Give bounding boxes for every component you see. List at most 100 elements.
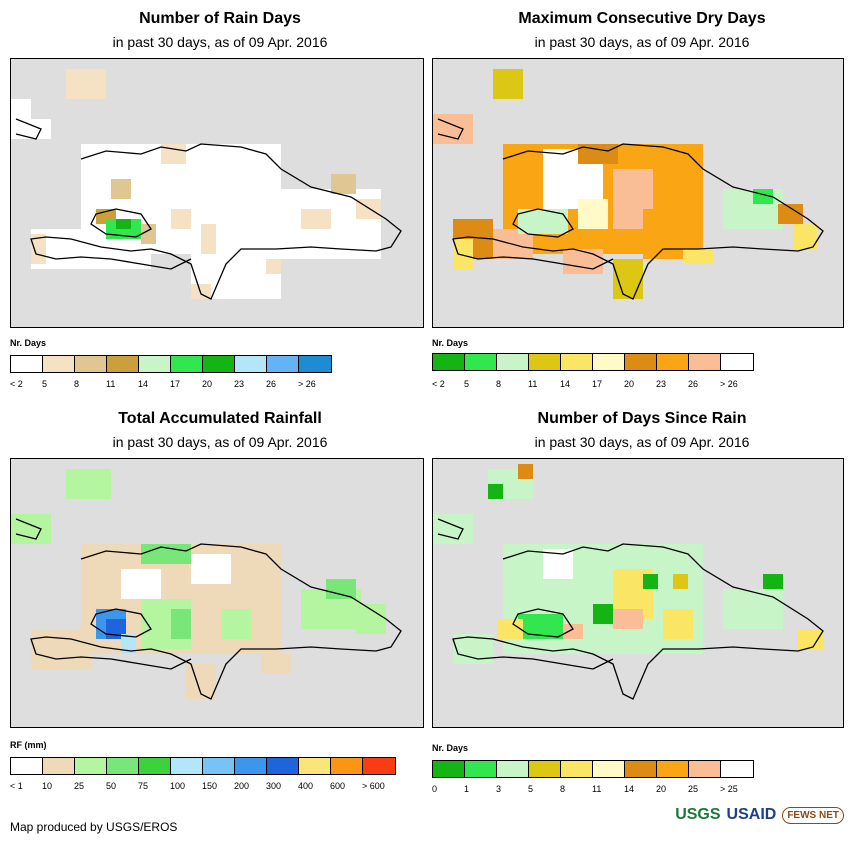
map-rainfall	[10, 458, 424, 728]
legend-swatch	[43, 758, 75, 774]
legend-swatch	[433, 761, 465, 777]
legend-swatch	[657, 761, 689, 777]
legend-swatch	[625, 761, 657, 777]
legend-label: 26	[266, 379, 277, 389]
legend-swatch	[465, 354, 497, 370]
legend-swatch	[721, 354, 753, 370]
legend-swatches	[432, 760, 754, 778]
legend-label: 10	[42, 781, 53, 791]
legend-swatches	[10, 757, 396, 775]
legend-label: 11	[106, 379, 116, 389]
legend-labels: < 1 10 25 50 75 100 150 200 300 400 600 > 600	[10, 781, 394, 791]
legend-label: 17	[592, 379, 603, 389]
legend-swatch	[139, 758, 171, 774]
legend-label: 23	[234, 379, 245, 389]
legend-title: Nr. Days	[432, 338, 469, 348]
legend-swatch	[721, 761, 753, 777]
map-grid	[433, 69, 818, 299]
legend-swatch	[171, 356, 203, 372]
legend-label: 600	[330, 781, 346, 791]
panel-subtitle: in past 30 days, as of 09 Apr. 2016	[534, 434, 750, 450]
legend-label: 5	[464, 379, 470, 389]
legend-swatches	[10, 355, 332, 373]
map-grid	[11, 69, 381, 299]
map-svg	[433, 459, 843, 727]
legend-title: Nr. Days	[432, 743, 469, 753]
legend-label: 300	[266, 781, 282, 791]
legend-label: > 600	[362, 781, 385, 791]
legend-labels: < 2 5 8 11 14 17 20 23 26 > 26	[10, 379, 330, 389]
legend-swatch	[561, 354, 593, 370]
legend-label: 50	[106, 781, 117, 791]
legend-swatch	[625, 354, 657, 370]
legend-label: < 2	[432, 379, 445, 389]
legend-title: Nr. Days	[10, 338, 47, 348]
panel-subtitle: in past 30 days, as of 09 Apr. 2016	[534, 34, 750, 50]
legend-label: 14	[624, 784, 635, 794]
legend-swatch	[689, 761, 721, 777]
legend-label: 25	[74, 781, 85, 791]
legend-label: 11	[592, 784, 602, 794]
legend-label: 14	[560, 379, 571, 389]
map-dry-days	[432, 58, 844, 328]
legend-swatch	[203, 356, 235, 372]
legend-swatch	[465, 761, 497, 777]
map-rain-days	[10, 58, 424, 328]
legend-title: RF (mm)	[10, 740, 47, 750]
map-grid	[11, 469, 386, 699]
legend-swatch	[43, 356, 75, 372]
legend-swatch	[11, 356, 43, 372]
legend-label: 8	[496, 379, 502, 389]
map-grid	[433, 464, 823, 664]
map-svg	[11, 459, 423, 727]
legend-swatch	[75, 758, 107, 774]
legend-swatch	[561, 761, 593, 777]
legend-swatch	[299, 356, 331, 372]
legend-swatch	[171, 758, 203, 774]
island-outline	[15, 518, 402, 700]
legend-label: 8	[74, 379, 80, 389]
legend-swatch	[497, 761, 529, 777]
panel-title: Maximum Consecutive Dry Days	[518, 10, 766, 27]
panel-dry-days: Maximum Consecutive Dry Days in past 30 …	[432, 0, 852, 400]
legend-swatch	[299, 758, 331, 774]
legend-labels: 0 1 3 5 8 11 14 20 25 > 25	[432, 784, 752, 794]
panel-title: Number of Rain Days	[139, 10, 301, 27]
legend-swatch	[203, 758, 235, 774]
legend-label: 100	[170, 781, 186, 791]
legend-label: 0	[432, 784, 438, 794]
fews-net-logo: FEWS NET	[782, 806, 844, 824]
panel-days-since-rain: Number of Days Since Rain in past 30 day…	[432, 400, 852, 800]
panel-title: Number of Days Since Rain	[537, 410, 747, 427]
legend-swatch	[331, 758, 363, 774]
legend-label: 8	[560, 784, 566, 794]
legend-swatch	[529, 354, 561, 370]
legend-label: < 1	[10, 781, 23, 791]
legend-label: > 26	[720, 379, 738, 389]
legend-label: 26	[688, 379, 699, 389]
legend-swatch	[267, 356, 299, 372]
legend-label: > 26	[298, 379, 316, 389]
panel-subtitle: in past 30 days, as of 09 Apr. 2016	[112, 434, 328, 450]
legend-swatch	[657, 354, 689, 370]
panel-title: Total Accumulated Rainfall	[118, 410, 322, 427]
usgs-logo: USGS	[675, 806, 721, 823]
legend-swatch	[497, 354, 529, 370]
legend-swatch	[267, 758, 299, 774]
legend-swatch	[235, 758, 267, 774]
legend-label: 25	[688, 784, 699, 794]
legend-label: 3	[496, 784, 502, 794]
panel-rain-days: Number of Rain Days in past 30 days, as …	[10, 0, 430, 400]
legend-swatch	[593, 354, 625, 370]
usaid-logo: USAID	[726, 806, 777, 823]
map-days-since-rain	[432, 458, 844, 728]
map-svg	[433, 59, 843, 327]
legend-label: 400	[298, 781, 314, 791]
legend-label: 11	[528, 379, 538, 389]
legend-label: 14	[138, 379, 149, 389]
legend-swatch	[433, 354, 465, 370]
legend-labels: < 2 5 8 11 14 17 20 23 26 > 26	[432, 379, 752, 389]
legend-swatch	[139, 356, 171, 372]
panel-rainfall: Total Accumulated Rainfall in past 30 da…	[10, 400, 430, 800]
legend-label: 17	[170, 379, 181, 389]
